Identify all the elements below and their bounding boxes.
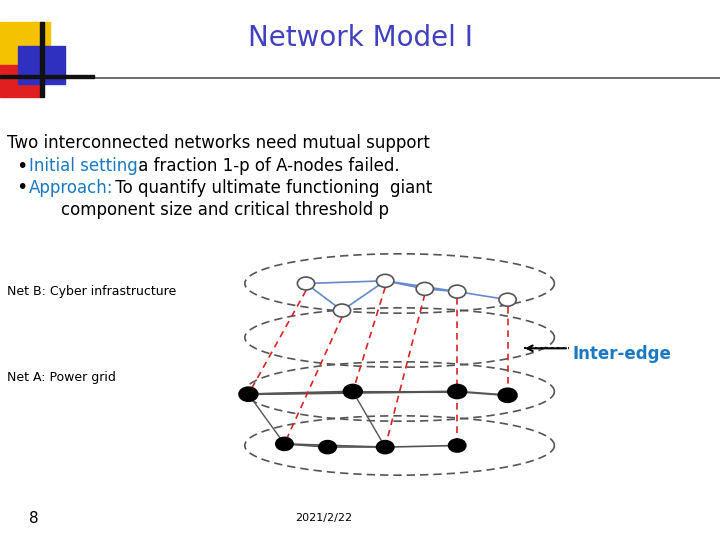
Text: Inter-edge: Inter-edge (572, 345, 671, 363)
Text: Network Model I: Network Model I (248, 24, 472, 52)
Bar (0, 75, 94, 78)
Text: a fraction 1-p of A-nodes failed.: a fraction 1-p of A-nodes failed. (133, 157, 400, 176)
Text: •: • (16, 157, 27, 176)
Text: Approach:: Approach: (29, 179, 113, 197)
Bar (0, 65, 40, 97)
Text: 8: 8 (29, 511, 38, 526)
Circle shape (343, 384, 362, 399)
Circle shape (377, 441, 394, 454)
Text: To quantify ultimate functioning  giant: To quantify ultimate functioning giant (110, 179, 433, 197)
Text: Net B: Cyber infrastructure: Net B: Cyber infrastructure (7, 285, 176, 298)
Text: •: • (16, 178, 27, 198)
Circle shape (449, 439, 466, 452)
Circle shape (319, 441, 336, 454)
Circle shape (449, 285, 466, 298)
Circle shape (276, 437, 293, 450)
Bar (0, 22, 50, 70)
Text: Two interconnected networks need mutual support: Two interconnected networks need mutual … (7, 134, 430, 152)
Text: Net A: Power grid: Net A: Power grid (7, 372, 116, 384)
Circle shape (498, 388, 517, 402)
Text: Initial setting:: Initial setting: (29, 157, 143, 176)
Circle shape (448, 384, 467, 399)
Circle shape (499, 293, 516, 306)
Text: 2021/2/22: 2021/2/22 (295, 514, 353, 523)
Circle shape (239, 387, 258, 401)
Bar (40, 22, 44, 97)
Circle shape (297, 277, 315, 290)
Bar (18, 46, 65, 84)
Circle shape (416, 282, 433, 295)
Circle shape (377, 274, 394, 287)
Circle shape (333, 304, 351, 317)
Text: component size and critical threshold p: component size and critical threshold p (61, 200, 390, 219)
